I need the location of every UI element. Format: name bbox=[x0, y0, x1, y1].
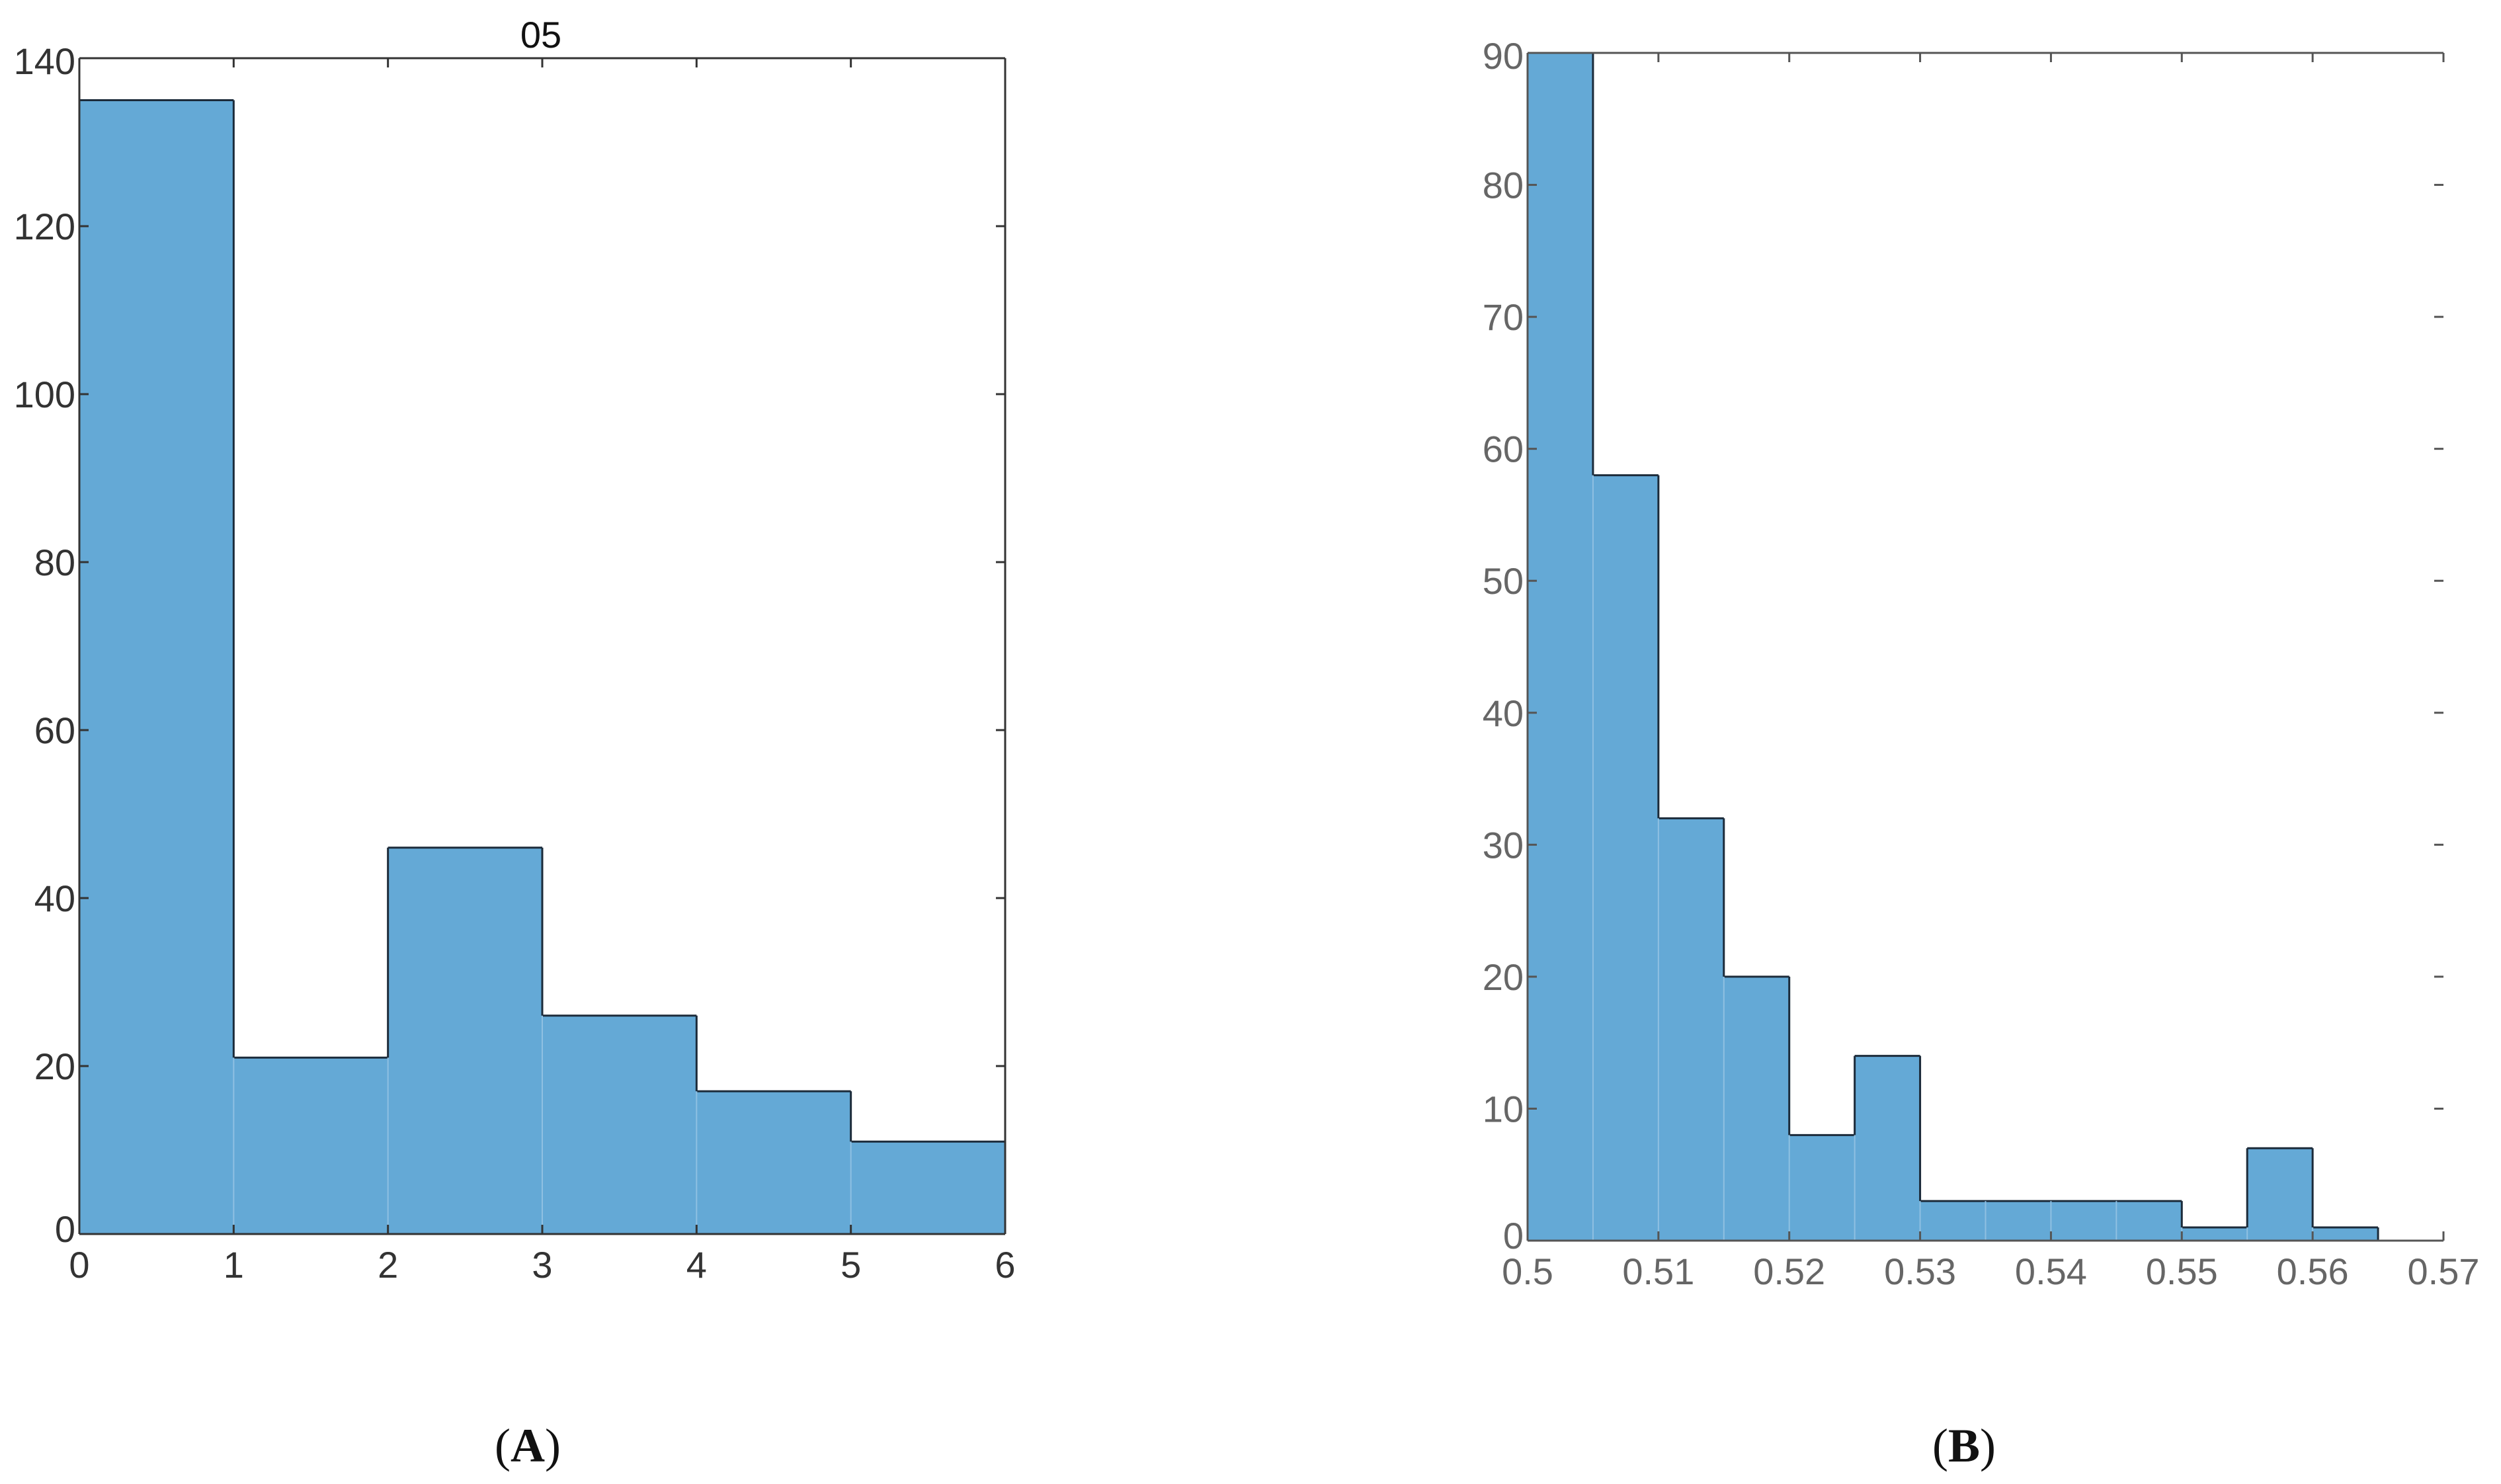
chart-b-x-tick-label-4: 0.54 bbox=[2015, 1251, 2087, 1292]
chart-b-bar-3 bbox=[1723, 976, 1789, 1241]
chart-b-x-tick-label-7: 0.57 bbox=[2408, 1251, 2480, 1292]
chart-a-bar-0 bbox=[79, 100, 234, 1234]
chart-b-bar-12 bbox=[2313, 1227, 2379, 1241]
chart-a-bar-2 bbox=[388, 847, 542, 1234]
chart-b-bar-11 bbox=[2247, 1148, 2313, 1241]
chart-a-y-tick-label-5: 100 bbox=[14, 374, 75, 415]
panel-label-b-letter: B bbox=[1948, 1419, 1980, 1472]
chart-b-y-tick-label-3: 30 bbox=[1483, 824, 1524, 866]
chart-b-x-tick-label-3: 0.53 bbox=[1884, 1251, 1956, 1292]
chart-a-x-tick-label-2: 2 bbox=[378, 1244, 398, 1286]
chart-b-y-tick-label-9: 90 bbox=[1483, 35, 1524, 77]
chart-a-bar-1 bbox=[233, 1057, 388, 1234]
chart-a-x-tick-label-3: 3 bbox=[532, 1244, 552, 1286]
panel-label-b: (B) bbox=[1932, 1419, 1996, 1472]
panel-label-a-letter: A bbox=[511, 1419, 545, 1472]
chart-a-y-tick-label-7: 140 bbox=[14, 40, 75, 82]
chart-a-y-tick-label-4: 80 bbox=[34, 542, 75, 583]
chart-a-title: 05 bbox=[520, 14, 561, 56]
chart-a-bar-3 bbox=[542, 1015, 697, 1234]
chart-b-bar-6 bbox=[1920, 1201, 1986, 1241]
chart-b-bar-5 bbox=[1854, 1055, 1920, 1241]
chart-b-x-tick-label-5: 0.55 bbox=[2146, 1251, 2218, 1292]
chart-a-bar-4 bbox=[696, 1091, 851, 1234]
chart-a-x-tick-label-1: 1 bbox=[224, 1244, 244, 1286]
chart-a-x-tick-label-5: 5 bbox=[840, 1244, 861, 1286]
chart-b-y-tick-label-8: 80 bbox=[1483, 165, 1524, 206]
chart-a-y-tick-label-1: 20 bbox=[34, 1046, 75, 1087]
chart-b-y-tick-label-6: 60 bbox=[1483, 429, 1524, 470]
chart-b-x-tick-label-0: 0.5 bbox=[1502, 1251, 1553, 1292]
chart-b-y-tick-label-1: 10 bbox=[1483, 1088, 1524, 1130]
chart-b-y-tick-label-0: 0 bbox=[1503, 1215, 1524, 1257]
chart-a-y-tick-label-2: 40 bbox=[34, 878, 75, 919]
chart-b-bar-7 bbox=[1985, 1201, 2051, 1241]
chart-b-bar-1 bbox=[1592, 475, 1659, 1241]
chart-b-bar-10 bbox=[2182, 1227, 2248, 1241]
chart-b-y-tick-label-7: 70 bbox=[1483, 296, 1524, 338]
chart-a-x-tick-label-4: 4 bbox=[686, 1244, 707, 1286]
chart-b-bar-8 bbox=[2051, 1201, 2117, 1241]
chart-b-y-tick-label-4: 40 bbox=[1483, 692, 1524, 734]
chart-b-x-tick-label-6: 0.56 bbox=[2277, 1251, 2349, 1292]
chart-a-y-tick-label-3: 60 bbox=[34, 710, 75, 751]
chart-a-x-tick-label-6: 6 bbox=[995, 1244, 1015, 1286]
chart-a-y-tick-label-6: 120 bbox=[14, 206, 75, 247]
chart-b-bar-4 bbox=[1789, 1135, 1855, 1241]
chart-b-bar-0 bbox=[1528, 53, 1593, 1241]
chart-b-x-tick-label-2: 0.52 bbox=[1753, 1251, 1825, 1292]
panel-label-a: (A) bbox=[495, 1419, 561, 1472]
chart-b-y-tick-label-2: 20 bbox=[1483, 956, 1524, 998]
chart-a-bar-5 bbox=[850, 1141, 1005, 1234]
chart-b-x-tick-label-1: 0.51 bbox=[1622, 1251, 1694, 1292]
chart-a-x-tick-label-0: 0 bbox=[69, 1244, 89, 1286]
chart-b-y-tick-label-5: 50 bbox=[1483, 560, 1524, 602]
chart-panel-b: 0.5 0.51 0.52 0.53 0.54 0.55 0.56 0.57 0 10 20 30 40… bbox=[1483, 35, 2480, 1292]
chart-a-y-tick-label-0: 0 bbox=[55, 1208, 75, 1250]
chart-b-bar-9 bbox=[2116, 1201, 2182, 1241]
chart-b-bar-2 bbox=[1658, 818, 1724, 1241]
